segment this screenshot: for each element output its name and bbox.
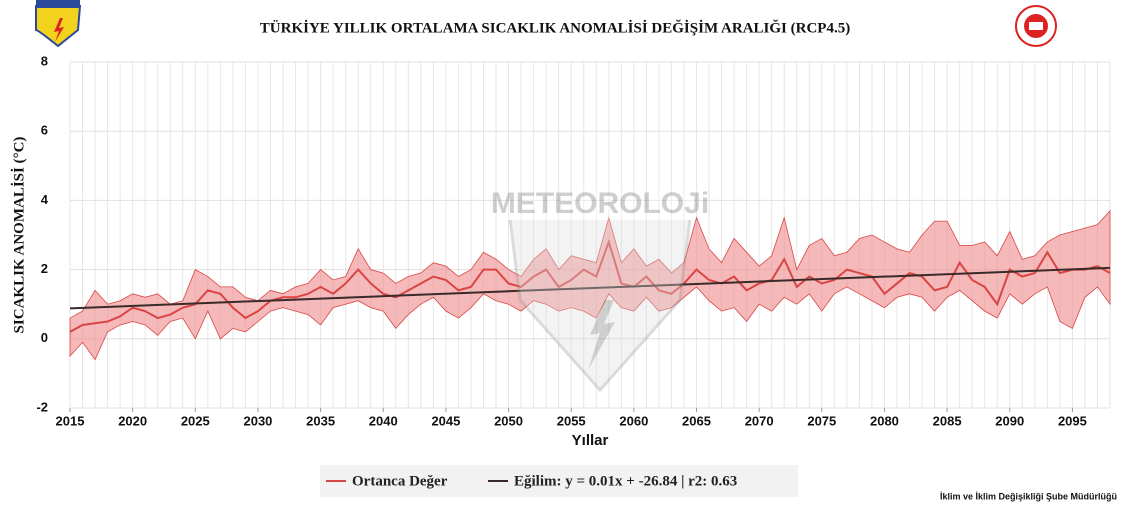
logo-right xyxy=(1016,6,1056,46)
x-tick-label: 2045 xyxy=(431,413,460,428)
y-tick-label: 0 xyxy=(41,330,48,345)
watermark: METEOROLOJi xyxy=(491,187,709,390)
x-tick-label: 2085 xyxy=(933,413,962,428)
y-tick-label: 6 xyxy=(41,123,48,138)
x-tick-label: 2020 xyxy=(118,413,147,428)
x-tick-label: 2080 xyxy=(870,413,899,428)
y-axis-label: SICAKLIK ANOMALİSİ (°C) xyxy=(10,137,27,334)
x-tick-label: 2075 xyxy=(807,413,836,428)
x-tick-label: 2065 xyxy=(682,413,711,428)
x-tick-label: 2030 xyxy=(243,413,272,428)
y-tick-label: 2 xyxy=(41,261,48,276)
x-tick-label: 2095 xyxy=(1058,413,1087,428)
x-tick-label: 2055 xyxy=(557,413,586,428)
x-tick-label: 2040 xyxy=(369,413,398,428)
x-tick-label: 2060 xyxy=(619,413,648,428)
x-tick-label: 2035 xyxy=(306,413,335,428)
x-tick-label: 2050 xyxy=(494,413,523,428)
x-axis-label: Yıllar xyxy=(572,432,609,449)
chart: TÜRKİYE YILLIK ORTALAMA SICAKLIK ANOMALİ… xyxy=(0,0,1125,509)
footer: İklim ve İklim Değişikliği Şube Müdürlüğ… xyxy=(940,491,1117,501)
legend-label: Ortanca Değer xyxy=(352,473,448,489)
x-tick-label: 2025 xyxy=(181,413,210,428)
x-tick-label: 2070 xyxy=(745,413,774,428)
logo-left xyxy=(36,0,80,46)
x-tick-label: 2090 xyxy=(995,413,1024,428)
y-tick-label: 4 xyxy=(41,192,49,207)
chart-title: TÜRKİYE YILLIK ORTALAMA SICAKLIK ANOMALİ… xyxy=(260,19,850,36)
watermark-text: METEOROLOJi xyxy=(491,187,709,220)
y-tick-label: 8 xyxy=(41,53,48,68)
legend-label: Eğilim: y = 0.01x + -26.84 | r2: 0.63 xyxy=(514,473,737,489)
y-tick-label: -2 xyxy=(36,399,48,414)
x-tick-label: 2015 xyxy=(56,413,85,428)
